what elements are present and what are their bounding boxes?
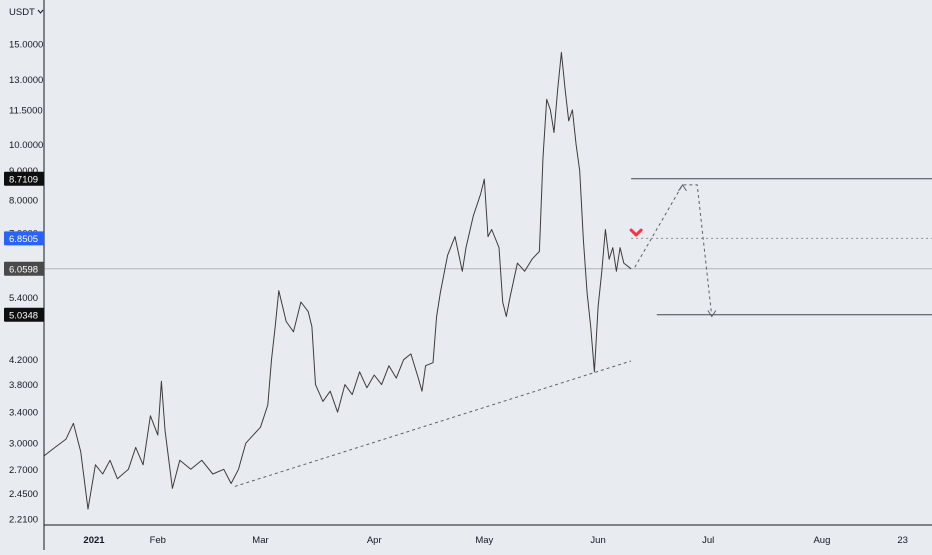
y-tick-label: 10.0000	[9, 140, 43, 151]
projection-arrow-up	[678, 183, 687, 192]
projection-path	[634, 184, 713, 317]
x-tick-label: Feb	[150, 535, 166, 546]
price-badge-label: 6.0598	[9, 264, 38, 275]
x-tick-label: Mar	[252, 535, 268, 546]
y-tick-label: 3.0000	[9, 439, 38, 450]
annotation-layer	[234, 183, 717, 487]
x-tick-label: 2021	[83, 535, 105, 546]
currency-selector[interactable]: USDT	[9, 7, 44, 18]
y-tick-label: 13.0000	[9, 75, 43, 86]
price-line	[43, 51, 632, 510]
price-badge-bg	[4, 171, 44, 186]
price-badges: 8.7109 6.8505 6.0598 5.0348	[4, 171, 44, 322]
y-tick-label: 9.0000	[9, 166, 38, 177]
y-tick-label: 5.4000	[9, 293, 38, 304]
y-tick-label: 3.4000	[9, 408, 38, 419]
time-axis[interactable]: 2021 Feb Mar Apr May Jun Jul Aug 23	[44, 524, 932, 546]
price-badge-label: 6.8505	[9, 234, 38, 245]
x-tick-label: Aug	[813, 535, 830, 546]
x-tick-label: 23	[897, 535, 908, 546]
y-tick-label: 8.0000	[9, 195, 38, 206]
price-badge: 5.0348	[4, 307, 44, 322]
y-tick-label: 15.0000	[9, 40, 43, 51]
y-tick-label: 2.2100	[9, 515, 38, 526]
y-tick-label: 11.5000	[9, 105, 43, 116]
price-badge-bg	[4, 307, 44, 322]
y-tick-label: 4.2000	[9, 355, 38, 366]
y-tick-label: 2.7000	[9, 465, 38, 476]
currency-dropdown-icon[interactable]	[37, 9, 44, 14]
projection-arrow-down	[707, 310, 717, 318]
price-badge-label: 5.0348	[9, 310, 38, 321]
price-badge: 6.8505	[4, 231, 44, 246]
price-badge-bg	[4, 261, 44, 276]
x-tick-label: May	[475, 535, 493, 546]
y-tick-label: 3.8000	[9, 380, 38, 391]
currency-label[interactable]: USDT	[9, 7, 35, 18]
price-badge: 8.7109	[4, 171, 44, 186]
levels-layer	[44, 178, 932, 316]
x-tick-label: Jul	[702, 535, 714, 546]
price-badge-label: 8.7109	[9, 174, 38, 185]
price-badge: 6.0598	[4, 261, 44, 276]
y-tick-label: 2.4500	[9, 489, 38, 500]
marker-layer	[629, 228, 643, 237]
x-tick-label: Apr	[367, 535, 382, 546]
x-tick-label: Jun	[590, 535, 605, 546]
price-badge-bg	[4, 231, 44, 246]
chevron-down-icon	[629, 228, 643, 237]
